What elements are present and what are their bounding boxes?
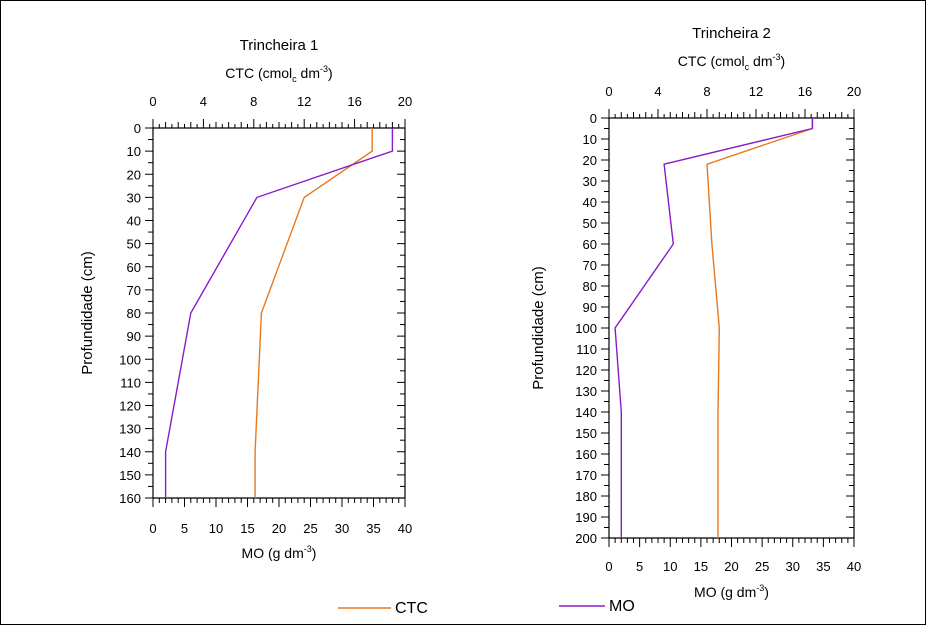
bottom-tick-label: 5 (181, 521, 188, 536)
bottom-tick-label: 15 (240, 521, 254, 536)
bottom-tick-label: 25 (303, 521, 317, 536)
y-tick-label: 160 (119, 491, 141, 506)
bottom-tick-label: 0 (149, 521, 156, 536)
y-tick-label: 110 (576, 342, 597, 357)
bottom-tick-label: 10 (663, 559, 677, 574)
y-tick-label: 0 (590, 111, 597, 126)
y-tick-label: 140 (119, 445, 141, 460)
bottom-axis-label: MO (g dm-3) (242, 544, 317, 561)
y-tick-label: 130 (119, 422, 141, 437)
y-tick-label: 60 (127, 260, 141, 275)
top-tick-label: 20 (847, 84, 861, 99)
chart-2: Trincheira 2 CTC (cmolc dm-3) MO (g dm-3) P… (530, 25, 861, 600)
chart-title: Trincheira 2 (692, 25, 771, 42)
y-tick-label: 180 (575, 489, 597, 504)
top-axis-label: CTC (cmolc dm-3) (678, 52, 785, 72)
series-line-ctc (706, 118, 814, 538)
y-tick-label: 20 (127, 167, 141, 182)
y-tick-label: 0 (134, 121, 141, 136)
top-tick-label: 4 (654, 84, 661, 99)
top-tick-label: 12 (297, 94, 311, 109)
y-tick-label: 50 (583, 216, 597, 231)
y-tick-label: 80 (127, 306, 141, 321)
y-tick-label: 110 (120, 375, 141, 390)
y-tick-label: 10 (127, 144, 141, 159)
y-tick-label: 70 (127, 283, 141, 298)
series-line-ctc (254, 128, 373, 498)
bottom-tick-label: 10 (209, 521, 223, 536)
y-tick-label: 40 (127, 214, 141, 229)
y-tick-label: 150 (119, 468, 141, 483)
bottom-tick-label: 40 (398, 521, 412, 536)
top-tick-label: 0 (605, 84, 612, 99)
bottom-tick-label: 15 (694, 559, 708, 574)
bottom-tick-label: 35 (816, 559, 830, 574)
bottom-tick-label: 30 (335, 521, 349, 536)
y-tick-label: 200 (575, 531, 597, 546)
top-tick-label: 16 (347, 94, 361, 109)
y-tick-label: 120 (575, 363, 597, 378)
y-tick-label: 10 (583, 132, 597, 147)
y-tick-label: 100 (575, 321, 597, 336)
y-tick-label: 20 (583, 153, 597, 168)
y-tick-label: 30 (583, 174, 597, 189)
top-tick-label: 8 (703, 84, 710, 99)
y-tick-label: 90 (583, 300, 597, 315)
y-tick-label: 120 (119, 399, 141, 414)
y-tick-label: 160 (575, 447, 597, 462)
y-tick-label: 90 (127, 329, 141, 344)
legend-label-mo: MO (609, 598, 635, 615)
bottom-tick-label: 20 (724, 559, 738, 574)
top-tick-label: 20 (398, 94, 412, 109)
y-tick-label: 190 (575, 510, 597, 525)
series-line-mo (614, 118, 814, 538)
y-tick-label: 40 (583, 195, 597, 210)
chart-1: Trincheira 1 CTC (cmolc dm-3) MO (g dm-3) P… (79, 37, 412, 561)
top-tick-label: 4 (200, 94, 207, 109)
top-axis-label: CTC (cmolc dm-3) (225, 64, 332, 84)
bottom-tick-label: 5 (636, 559, 643, 574)
bottom-axis-label: MO (g dm-3) (694, 583, 769, 600)
y-tick-label: 150 (575, 426, 597, 441)
y-tick-label: 60 (583, 237, 597, 252)
y-tick-label: 170 (575, 468, 597, 483)
y-tick-label: 130 (575, 384, 597, 399)
bottom-tick-label: 35 (366, 521, 380, 536)
bottom-tick-label: 25 (755, 559, 769, 574)
legend: CTC MO (338, 598, 635, 617)
bottom-tick-label: 0 (605, 559, 612, 574)
chart-title: Trincheira 1 (240, 37, 319, 54)
y-tick-label: 70 (583, 258, 597, 273)
top-tick-label: 12 (749, 84, 763, 99)
top-tick-label: 8 (250, 94, 257, 109)
y-tick-label: 50 (127, 237, 141, 252)
top-tick-label: 16 (798, 84, 812, 99)
y-axis-label: Profundidade (cm) (79, 251, 96, 374)
series-line-mo (164, 128, 394, 498)
legend-label-ctc: CTC (395, 600, 428, 617)
y-tick-label: 100 (119, 352, 141, 367)
y-tick-label: 80 (583, 279, 597, 294)
top-tick-label: 0 (149, 94, 156, 109)
y-tick-label: 30 (127, 190, 141, 205)
y-tick-label: 140 (575, 405, 597, 420)
bottom-tick-label: 30 (786, 559, 800, 574)
bottom-tick-label: 40 (847, 559, 861, 574)
y-axis-label: Profundidade (cm) (530, 266, 547, 389)
bottom-tick-label: 20 (272, 521, 286, 536)
